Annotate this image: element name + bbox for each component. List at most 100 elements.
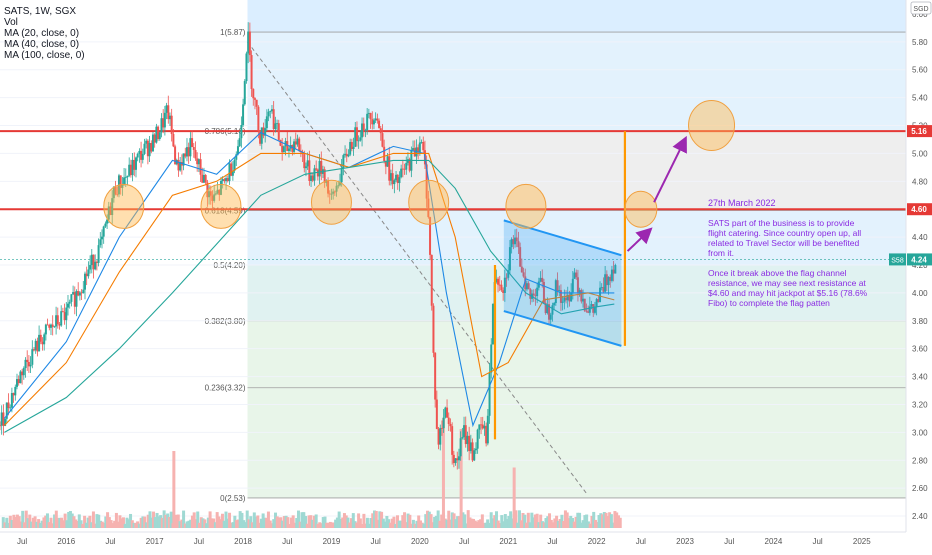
candle-body — [296, 138, 299, 145]
candle-body — [575, 272, 578, 278]
volume-bar — [33, 516, 37, 528]
candle-body — [184, 153, 187, 157]
candle-body — [134, 157, 137, 170]
volume-bar — [562, 520, 566, 528]
volume-bar — [224, 511, 228, 528]
volume-bar — [461, 512, 465, 528]
volume-bar — [473, 520, 477, 528]
volume-bar — [413, 523, 417, 528]
candle-body — [345, 153, 348, 157]
y-tick-label: 5.60 — [912, 66, 928, 75]
candle-body — [398, 177, 401, 184]
candle-body — [269, 111, 272, 112]
candle-body — [259, 130, 262, 144]
volume-bar — [440, 514, 444, 528]
volume-bar — [585, 514, 589, 528]
volume-bar — [79, 520, 83, 528]
candle-body — [355, 127, 358, 141]
volume-bar — [353, 521, 357, 528]
candle-body — [549, 314, 552, 320]
volume-bar — [514, 510, 518, 528]
candle-body — [55, 315, 58, 327]
volume-bar — [567, 518, 571, 528]
volume-bar — [192, 512, 196, 528]
candle-body — [253, 98, 256, 100]
y-tick-label: 2.80 — [912, 456, 928, 465]
candle-body — [146, 140, 149, 157]
candle-body — [609, 276, 612, 281]
candle-body — [129, 164, 132, 176]
flag-channel-lower — [503, 310, 622, 347]
candle-body — [219, 181, 222, 195]
volume-bar — [123, 523, 127, 528]
candle-body — [60, 311, 63, 326]
x-tick-label: 2019 — [323, 537, 341, 546]
volume-bar — [337, 511, 341, 528]
candle-body — [66, 303, 69, 308]
candle-body — [185, 147, 188, 157]
volume-bar — [528, 522, 532, 528]
candle-body — [583, 298, 586, 311]
volume-bar — [35, 521, 39, 528]
volume-bar — [116, 521, 120, 528]
candle-body — [437, 428, 440, 445]
volume-bar — [56, 517, 60, 528]
volume-bar — [601, 514, 605, 528]
volume-bar — [493, 515, 497, 528]
candle-body — [196, 158, 199, 165]
indicator-vol[interactable]: Vol — [4, 17, 18, 28]
candle-body — [486, 415, 489, 444]
annotation-date: 27th March 2022 — [708, 198, 776, 208]
fib-zone — [247, 32, 906, 132]
candle-body — [255, 99, 258, 107]
volume-bar — [392, 516, 396, 528]
indicator-ma20[interactable]: MA (20, close, 0) — [4, 28, 80, 39]
volume-bar — [37, 519, 41, 528]
level-tag — [907, 125, 932, 138]
volume-bar — [146, 514, 150, 528]
candle-body — [238, 138, 241, 147]
volume-bar — [530, 512, 534, 528]
candle-body — [174, 146, 177, 165]
candle-body — [189, 138, 192, 157]
volume-bar — [517, 510, 521, 528]
candle-body — [524, 276, 527, 290]
candle-body — [454, 458, 457, 464]
candle-body — [447, 417, 450, 425]
candle-body — [272, 109, 275, 130]
candle-body — [287, 148, 290, 152]
candle-body — [313, 168, 316, 181]
indicator-ma40[interactable]: MA (40, close, 0) — [4, 39, 80, 50]
volume-bar — [120, 518, 124, 528]
candle-body — [194, 149, 197, 159]
volume-bar — [42, 517, 46, 528]
volume-bar — [560, 514, 564, 528]
candle-body — [578, 290, 581, 293]
volume-bar — [167, 516, 171, 528]
candle-body — [235, 154, 238, 160]
volume-bar — [183, 523, 187, 528]
candle-body — [267, 111, 270, 117]
indicator-ma100[interactable]: MA (100, close, 0) — [4, 50, 85, 61]
volume-bar — [365, 517, 369, 528]
moving-average-line — [3, 131, 615, 428]
volume-bar — [90, 522, 94, 528]
candle-body — [223, 179, 226, 182]
candle-body — [36, 340, 39, 352]
candle-body — [561, 301, 564, 303]
symbol-line[interactable]: SATS, 1W, SGX — [4, 6, 77, 17]
candle-body — [582, 298, 585, 302]
candle-body — [439, 427, 442, 445]
volume-bar — [404, 522, 408, 528]
volume-bar — [98, 520, 102, 528]
volume-bar — [127, 519, 131, 528]
candle-body — [344, 153, 347, 156]
candle-body — [77, 291, 80, 296]
volume-bar — [259, 518, 263, 528]
candle-body — [485, 425, 488, 444]
volume-bar — [516, 522, 520, 528]
y-tick-label: 3.20 — [912, 400, 928, 409]
volume-bar — [558, 519, 562, 528]
volume-bar — [296, 510, 300, 528]
